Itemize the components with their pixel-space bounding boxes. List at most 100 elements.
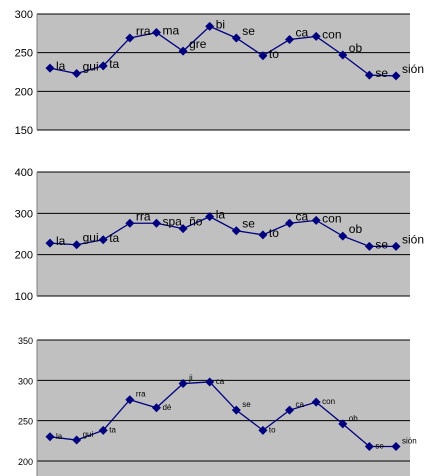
y-tick-label: 300 xyxy=(15,208,33,220)
data-marker xyxy=(391,71,401,81)
data-marker xyxy=(364,241,374,251)
data-marker xyxy=(178,224,188,234)
data-label: ma xyxy=(162,24,179,38)
data-marker xyxy=(364,70,374,80)
data-marker xyxy=(338,50,348,60)
data-marker xyxy=(125,395,135,405)
series-line xyxy=(49,25,397,77)
data-label: ta xyxy=(109,57,119,71)
data-label: ca xyxy=(216,377,225,386)
data-label: se xyxy=(242,24,255,38)
y-tick-label: 100 xyxy=(15,291,33,303)
plot-area xyxy=(37,14,410,130)
chart-bottom: 200 250 300 350 la gui ta rra dé ji ca se to ca con ob s… xyxy=(18,336,417,476)
data-label: gui xyxy=(83,430,94,439)
data-marker xyxy=(231,226,241,236)
data-label: ob xyxy=(349,41,363,55)
data-label: sión xyxy=(402,62,424,76)
y-tick-label: 250 xyxy=(18,417,33,427)
plot-area xyxy=(37,340,410,476)
data-label: ca xyxy=(296,209,309,223)
series-line xyxy=(49,215,396,248)
data-label: con xyxy=(322,211,341,225)
data-marker xyxy=(125,33,135,43)
data-label: la xyxy=(56,59,66,73)
data-label: ca xyxy=(296,400,305,409)
data-label: ta xyxy=(109,231,119,245)
data-label: rra xyxy=(136,24,151,38)
data-marker xyxy=(72,240,82,250)
data-label: la xyxy=(216,208,226,222)
data-marker xyxy=(391,241,401,251)
y-tick-label: 400 xyxy=(15,167,33,179)
data-label: gre xyxy=(189,37,207,51)
data-marker xyxy=(231,33,241,43)
plot-area xyxy=(37,172,410,296)
data-marker xyxy=(338,419,348,429)
data-marker xyxy=(285,218,295,228)
data-marker xyxy=(205,377,215,387)
data-marker xyxy=(98,425,108,435)
y-tick-label: 250 xyxy=(15,48,33,60)
data-marker xyxy=(258,425,268,435)
data-marker xyxy=(311,31,321,41)
data-marker xyxy=(231,405,241,415)
series-line xyxy=(49,381,396,448)
data-marker xyxy=(45,238,55,248)
data-marker xyxy=(311,215,321,225)
data-label: se xyxy=(242,400,251,409)
data-label: ca xyxy=(296,26,309,40)
data-marker xyxy=(258,230,268,240)
data-label: rra xyxy=(136,390,146,399)
data-marker xyxy=(258,51,268,61)
data-marker xyxy=(178,46,188,56)
data-label: sión xyxy=(402,436,417,445)
data-label: con xyxy=(322,397,335,406)
y-tick-label: 300 xyxy=(15,9,33,21)
data-marker xyxy=(205,212,215,222)
data-label: ño xyxy=(189,215,203,229)
data-marker xyxy=(125,218,135,228)
data-marker xyxy=(45,63,55,73)
data-marker xyxy=(151,403,161,413)
data-label: ob xyxy=(349,414,358,423)
y-tick-label: 150 xyxy=(15,125,33,137)
y-tick-label: 200 xyxy=(15,86,33,98)
y-tick-label: 300 xyxy=(18,376,33,386)
data-marker xyxy=(205,21,215,31)
data-marker xyxy=(98,235,108,245)
data-marker xyxy=(338,231,348,241)
data-label: ta xyxy=(109,425,116,434)
data-label: ob xyxy=(349,222,363,236)
data-marker xyxy=(391,441,401,451)
data-marker xyxy=(285,405,295,415)
data-label: to xyxy=(269,47,279,61)
data-label: rra xyxy=(136,209,151,223)
data-marker xyxy=(45,432,55,442)
data-label: gui xyxy=(83,60,99,74)
data-marker xyxy=(98,61,108,71)
y-tick-label: 200 xyxy=(15,250,33,262)
data-label: ji xyxy=(188,374,193,383)
data-marker xyxy=(151,218,161,228)
data-marker xyxy=(151,28,161,38)
y-tick-label: 200 xyxy=(18,457,33,467)
data-label: bi xyxy=(216,17,225,31)
data-label: dé xyxy=(162,403,171,412)
y-tick-label: 350 xyxy=(18,336,33,346)
data-label: se xyxy=(375,441,384,450)
data-label: con xyxy=(322,27,341,41)
data-label: se xyxy=(375,237,388,251)
data-label: sión xyxy=(402,232,424,246)
data-label: spa xyxy=(162,214,182,228)
data-label: to xyxy=(269,425,276,434)
data-label: se xyxy=(375,66,388,80)
data-marker xyxy=(364,441,374,451)
data-label: la xyxy=(56,432,63,441)
data-label: se xyxy=(242,217,255,231)
data-marker xyxy=(72,435,82,445)
data-marker xyxy=(178,379,188,389)
